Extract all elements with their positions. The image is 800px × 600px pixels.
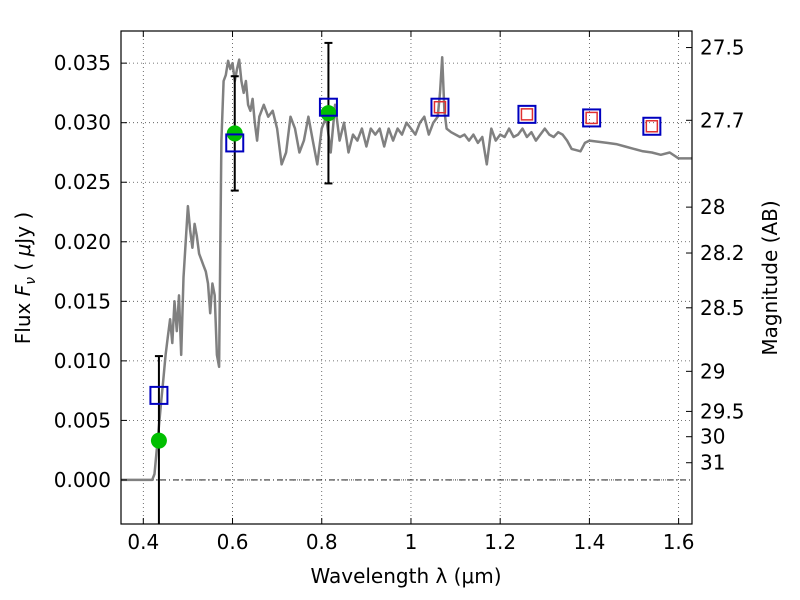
x-tick-label: 1.6: [663, 530, 695, 554]
y2-tick-label: 29: [700, 359, 725, 383]
data-point-circle: [150, 432, 167, 449]
x-axis-label: Wavelength λ (μm): [310, 564, 501, 588]
y-tick-label: 0.025: [54, 170, 111, 194]
y-axis-ticks: 0.000 0.005 0.010 0.015 0.020 0.025 0.030 0.035: [54, 51, 127, 492]
y-axis-label-prefix: Flux: [11, 296, 35, 344]
y-axis-label-mu: μ: [11, 244, 35, 258]
data-point-circle: [320, 105, 337, 122]
x-tick-label: 1.4: [573, 530, 605, 554]
y-tick-label: 0.035: [54, 51, 111, 75]
y-axis-label-unit-open: (: [11, 256, 35, 277]
x-tick-label: 0.8: [306, 530, 338, 554]
spectrum-line: [121, 55, 692, 482]
data-point-square: [149, 385, 169, 405]
data-point-circle: [226, 125, 243, 142]
data-point-square: [430, 97, 450, 117]
y-tick-label: 0.020: [54, 230, 111, 254]
data-point-square: [517, 104, 537, 124]
data-point-square: [318, 97, 338, 117]
y2-tick-label: 30: [700, 425, 725, 449]
series-0: [121, 55, 692, 482]
y-axis-label-var: F: [11, 284, 35, 296]
series-1: [150, 41, 337, 524]
data-point-small-square: [433, 100, 447, 114]
x-tick-label: 1.2: [484, 530, 516, 554]
y-tick-label: 0.010: [54, 349, 111, 373]
y2-tick-label: 28.2: [700, 241, 745, 265]
y-tick-label: 0.015: [54, 289, 111, 313]
data-point-square: [642, 116, 662, 136]
y-axis-label-unit: Jy ): [11, 212, 35, 246]
data-point-square: [582, 108, 602, 128]
series-3: [433, 100, 659, 133]
y2-tick-label: 27.7: [700, 108, 745, 132]
data-point-small-square: [585, 111, 598, 125]
series-2: [149, 97, 662, 405]
x-tick-label: 0.4: [127, 530, 159, 554]
y-axis-label-sub: ν: [23, 277, 39, 285]
y2-tick-label: 29.5: [700, 399, 745, 423]
data-point-small-square: [520, 108, 534, 121]
x-tick-label: 1: [405, 530, 418, 554]
y2-tick-label: 28.5: [700, 296, 745, 320]
x-axis-ticks: 0.4 0.6 0.8 1 1.2 1.4 1.6: [127, 31, 695, 554]
data-point-small-square: [645, 120, 659, 133]
y-tick-label: 0.000: [54, 468, 111, 492]
y-tick-label: 0.005: [54, 408, 111, 432]
y-tick-label: 0.030: [54, 111, 111, 135]
y2-tick-label: 31: [700, 451, 725, 475]
x-tick-label: 0.6: [217, 530, 249, 554]
data-point-square: [225, 133, 245, 153]
plot-frame: [120, 30, 693, 525]
y2-tick-label: 27.5: [700, 36, 745, 60]
y2-tick-label: 28: [700, 195, 725, 219]
y-axis-label: Flux Fν ( μJy ): [11, 212, 39, 344]
series-layer: [121, 41, 692, 524]
y2-axis-label: Magnitude (AB): [758, 200, 782, 355]
